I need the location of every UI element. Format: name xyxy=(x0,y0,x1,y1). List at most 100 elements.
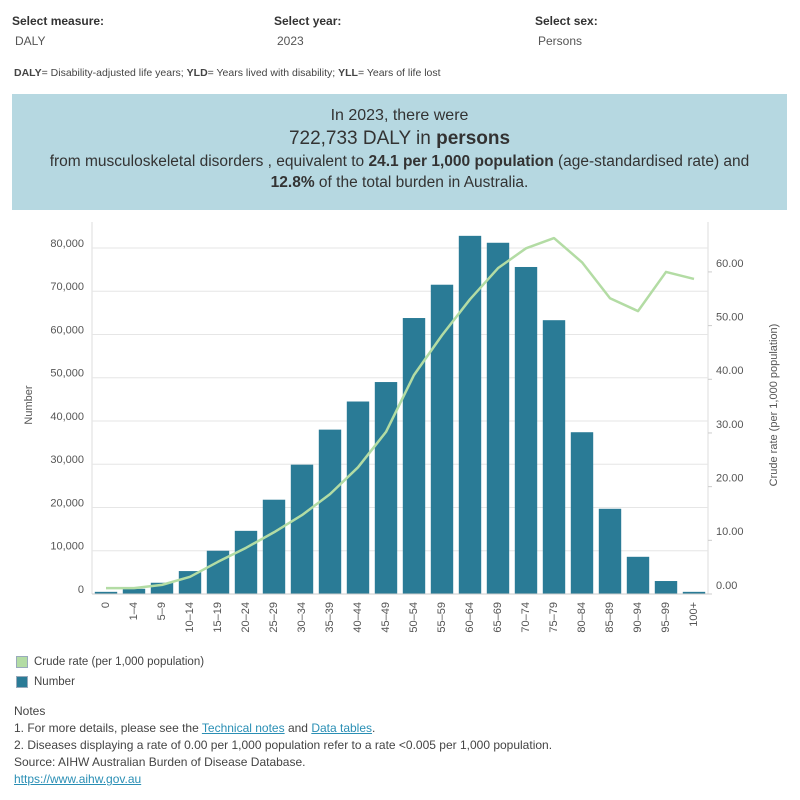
chart: Number Crude rate (per 1,000 population)… xyxy=(23,222,780,633)
x-tick-label: 20–24 xyxy=(240,602,252,633)
y2-tick-label: 50.00 xyxy=(716,312,744,324)
y-tick-label: 20,000 xyxy=(50,497,84,509)
sex-filter[interactable]: Select sex: Persons xyxy=(535,14,598,48)
banner-text: In 2023, there were xyxy=(330,107,469,124)
x-tick-label: 25–29 xyxy=(268,602,280,633)
bar xyxy=(514,266,538,594)
legend-swatch xyxy=(16,676,28,688)
bar xyxy=(94,591,118,594)
bar xyxy=(290,464,314,594)
note-text: and xyxy=(284,721,312,735)
note-text: 2. Diseases displaying a rate of 0.00 pe… xyxy=(14,738,553,752)
legend: Crude rate (per 1,000 population) Number xyxy=(16,652,204,692)
bar xyxy=(122,588,146,594)
y-tick-label: 10,000 xyxy=(50,541,84,553)
y-tick-label: 80,000 xyxy=(50,238,84,250)
y-tick-label: 30,000 xyxy=(50,454,84,466)
y2-tick-label: 0.00 xyxy=(716,580,737,592)
bar xyxy=(458,235,482,594)
banner-text: from musculoskeletal disorders , equival… xyxy=(49,153,369,170)
bar xyxy=(374,382,398,594)
y2-axis-title: Crude rate (per 1,000 population) xyxy=(768,324,780,487)
bar xyxy=(206,550,230,594)
banner-line: 722,733 DALY in persons xyxy=(12,128,787,150)
note-text: Notes xyxy=(14,704,46,718)
banner-text: 12.8% xyxy=(270,174,315,191)
year-filter[interactable]: Select year: 2023 xyxy=(274,14,341,48)
filter-label: Select sex: xyxy=(535,14,598,28)
note-line: https://www.aihw.gov.au xyxy=(14,771,552,788)
legend-item[interactable]: Crude rate (per 1,000 population) xyxy=(16,652,204,672)
x-tick-label: 60–64 xyxy=(464,602,476,633)
note-line: Notes xyxy=(14,703,552,720)
x-tick-label: 65–69 xyxy=(492,602,504,633)
x-tick-label: 80–84 xyxy=(576,602,588,633)
measure-filter[interactable]: Select measure: DALY xyxy=(12,14,104,48)
banner-text: 24.1 per 1,000 population xyxy=(368,153,554,170)
note-text: Source: AIHW Australian Burden of Diseas… xyxy=(14,755,306,769)
bar xyxy=(402,318,426,594)
y-tick-label: 50,000 xyxy=(50,368,84,380)
definition-text: = Years of life lost xyxy=(357,67,441,79)
note-text: 1. For more details, please see the xyxy=(14,721,202,735)
x-tick-label: 55–59 xyxy=(436,602,448,633)
y2-tick-label: 10.00 xyxy=(716,526,744,538)
note-text: . xyxy=(372,721,376,735)
x-tick-label: 5–9 xyxy=(156,602,168,620)
note-line: 1. For more details, please see the Tech… xyxy=(14,720,552,737)
x-tick-label: 95–99 xyxy=(660,602,672,633)
x-tick-label: 70–74 xyxy=(520,602,532,633)
y-axis-title: Number xyxy=(23,385,35,424)
legend-swatch xyxy=(16,656,28,668)
bar xyxy=(430,284,454,594)
bar xyxy=(542,320,566,594)
x-tick-label: 100+ xyxy=(688,602,700,627)
bar xyxy=(570,432,594,594)
y-tick-label: 40,000 xyxy=(50,411,84,423)
filter-value[interactable]: DALY xyxy=(15,34,46,48)
banner-text: of the total burden in Australia. xyxy=(314,174,529,191)
definition-text: YLD xyxy=(186,67,208,79)
definition-text: = Disability-adjusted life years; xyxy=(41,67,187,79)
banner-text: 722,733 DALY in xyxy=(288,128,437,149)
note-link[interactable]: Technical notes xyxy=(201,721,285,735)
line xyxy=(106,236,695,590)
legend-item[interactable]: Number xyxy=(16,672,204,692)
filter-value[interactable]: Persons xyxy=(538,34,583,48)
banner-text: persons xyxy=(436,128,511,149)
filter-value[interactable]: 2023 xyxy=(277,34,304,48)
note-link[interactable]: Data tables xyxy=(311,721,373,735)
summary-banner: In 2023, there were 722,733 DALY in perso… xyxy=(12,94,787,210)
definitions: DALY= Disability-adjusted life years; YL… xyxy=(14,67,441,79)
y-tick-label: 0 xyxy=(78,584,84,596)
bar xyxy=(486,242,510,594)
x-tick-label: 0 xyxy=(100,602,112,608)
y-tick-label: 60,000 xyxy=(50,324,84,336)
banner-line: from musculoskeletal disorders , equival… xyxy=(12,153,787,171)
y2-tick-label: 40.00 xyxy=(716,365,744,377)
bar xyxy=(318,429,342,594)
x-tick-label: 35–39 xyxy=(324,602,336,633)
bar xyxy=(626,556,650,594)
legend-label: Number xyxy=(34,676,75,688)
x-tick-label: 45–49 xyxy=(380,602,392,633)
bar xyxy=(682,591,706,594)
banner-text: (age-standardised rate) and xyxy=(553,153,750,170)
bar xyxy=(234,530,258,594)
bar xyxy=(262,499,286,594)
x-tick-label: 90–94 xyxy=(632,602,644,633)
bar xyxy=(654,581,678,594)
x-tick-label: 50–54 xyxy=(408,602,420,633)
x-tick-label: 15–19 xyxy=(212,602,224,633)
y2-tick-label: 30.00 xyxy=(716,419,744,431)
bar xyxy=(178,571,202,594)
bar xyxy=(150,582,174,594)
note-link[interactable]: https://www.aihw.gov.au xyxy=(14,772,142,786)
y2-tick-label: 20.00 xyxy=(716,473,744,485)
definition-text: = Years lived with disability; xyxy=(207,67,339,79)
x-tick-label: 1–4 xyxy=(128,602,140,620)
note-line: 2. Diseases displaying a rate of 0.00 pe… xyxy=(14,737,552,754)
filter-label: Select measure: xyxy=(12,14,105,28)
y2-tick-label: 60.00 xyxy=(716,258,744,270)
